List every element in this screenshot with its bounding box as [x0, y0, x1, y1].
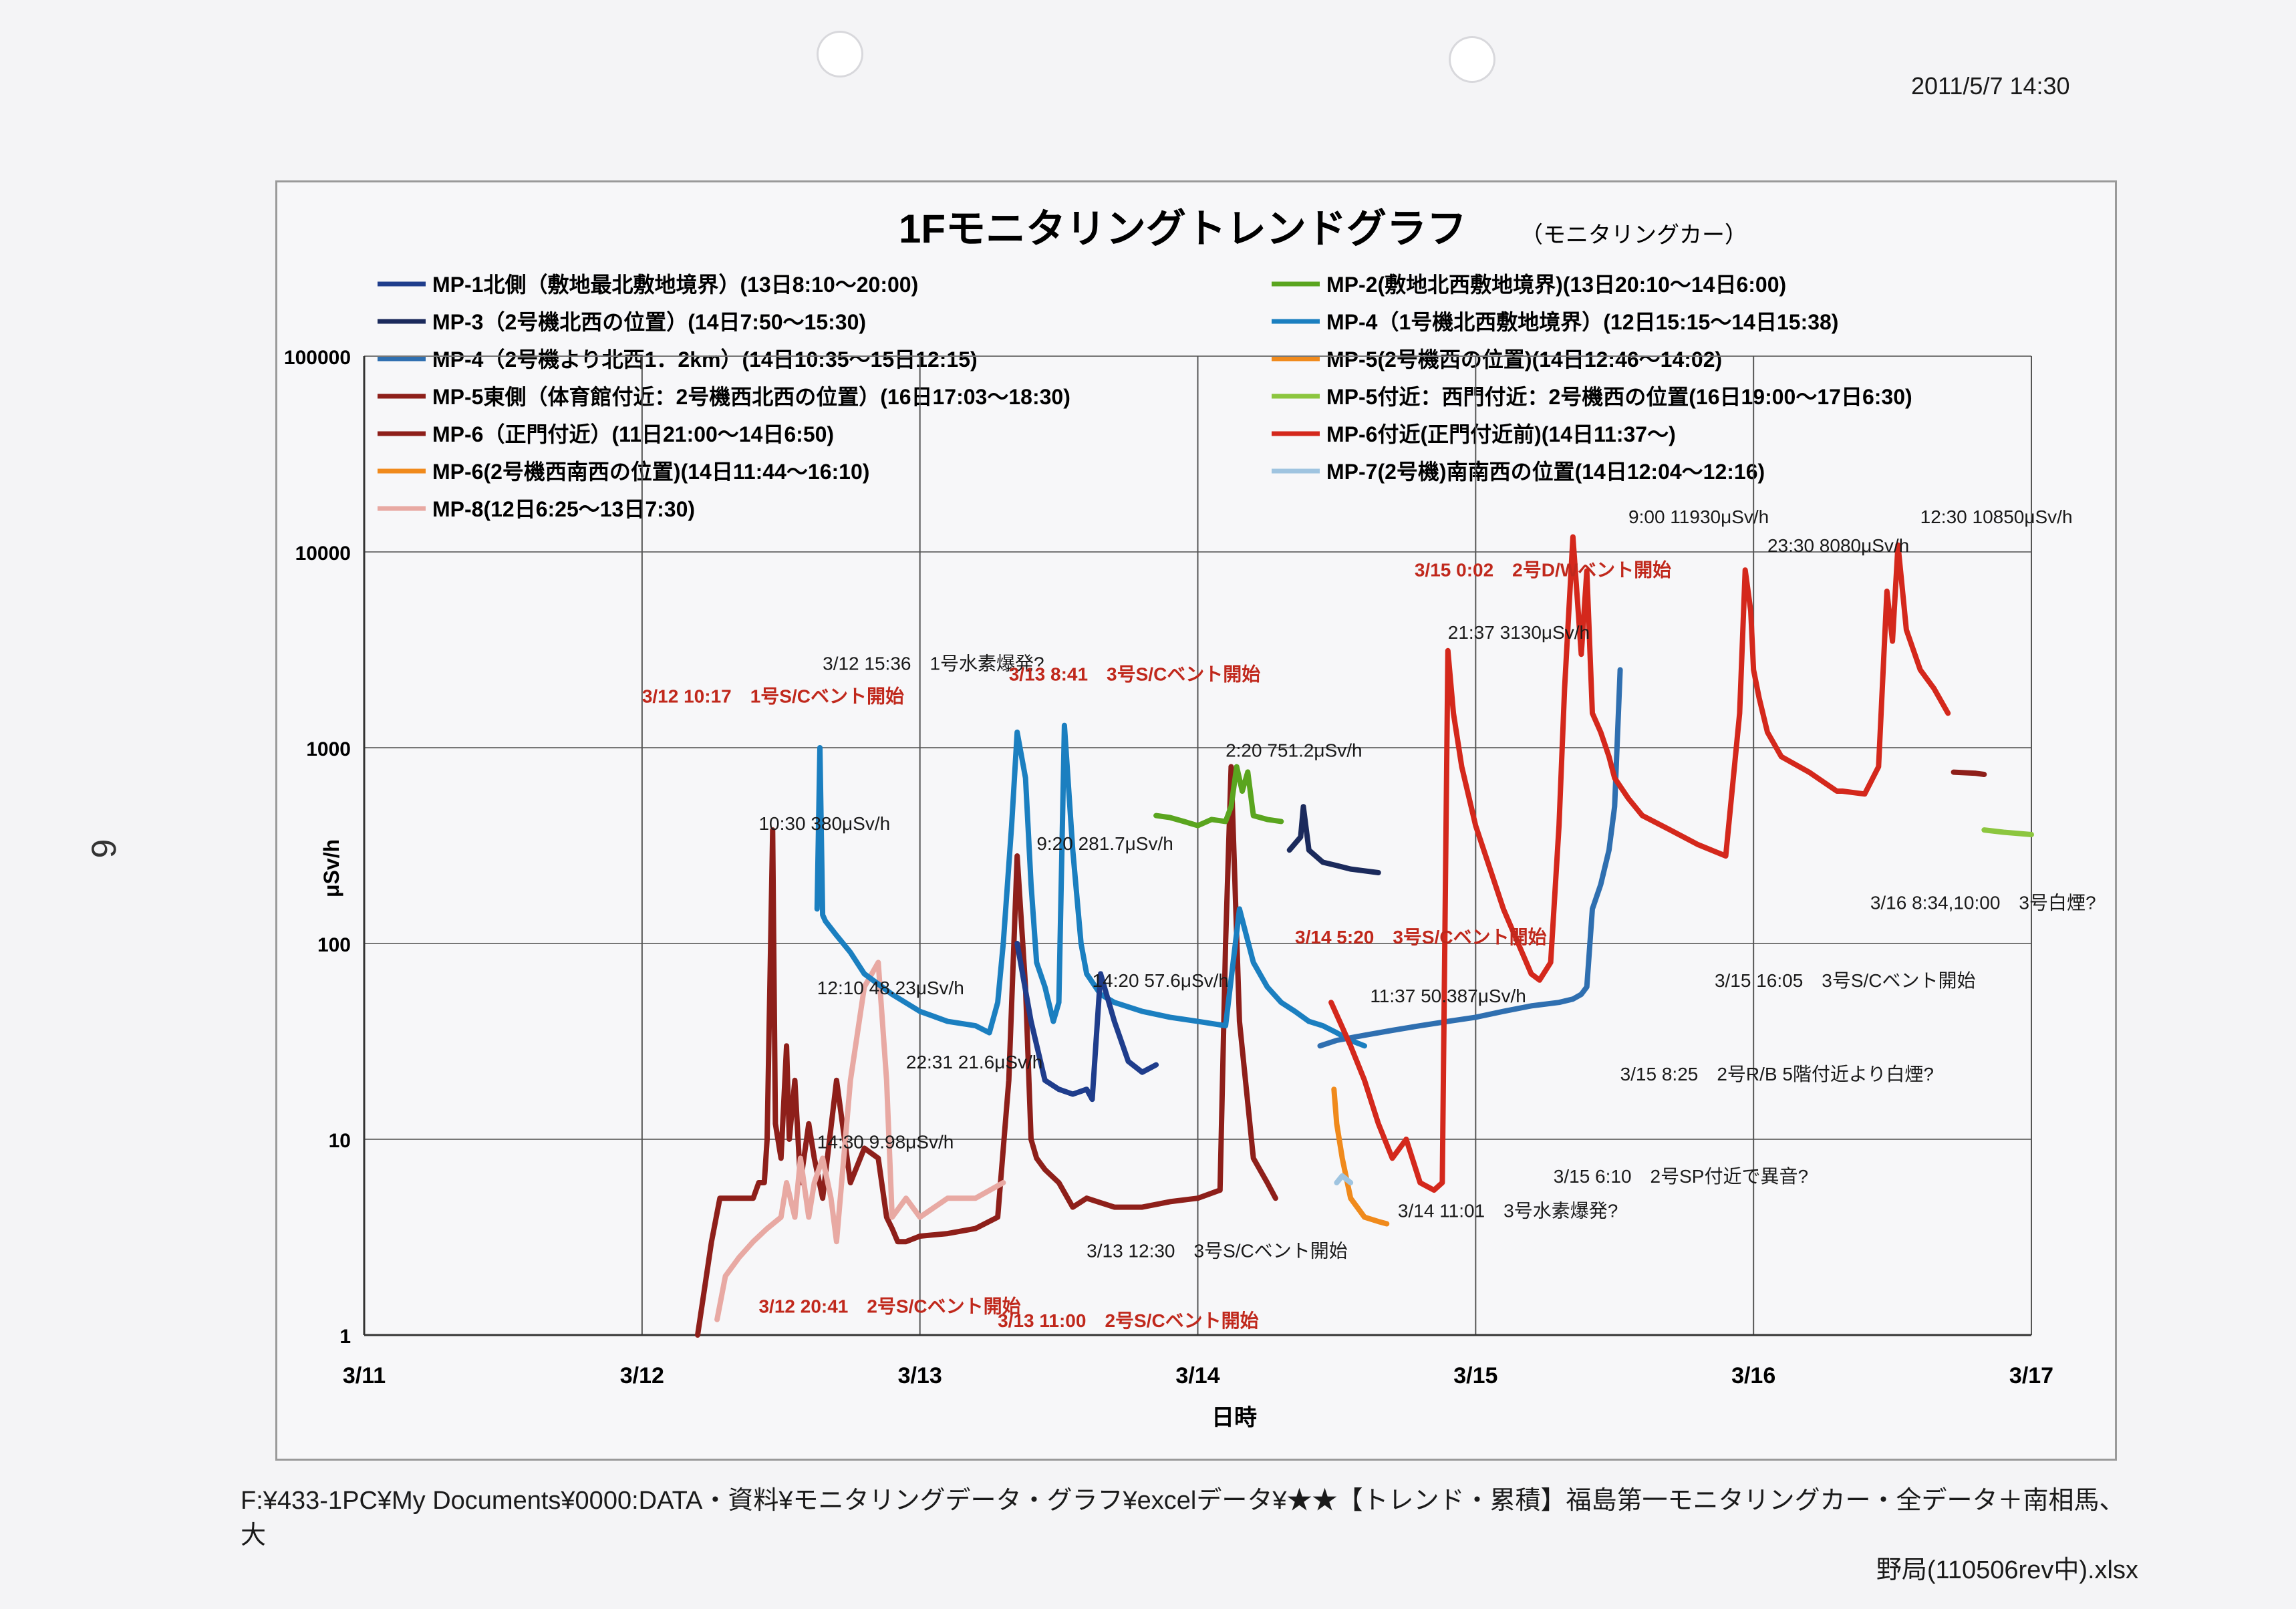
legend-label: MP-8(12日6:25～13日7:30): [432, 497, 695, 521]
legend-label: MP-6(2号機西南西の位置)(14日11:44～16:10): [432, 460, 869, 484]
annotation-label: 21:37 3130μSv/h: [1448, 622, 1590, 643]
series-line: [1331, 1086, 1390, 1227]
series-group: [695, 534, 2034, 1338]
y-tick-label: 1000: [306, 738, 351, 760]
legend-label: MP-5(2号機西の位置)(14日12:46～14:02): [1326, 347, 1722, 372]
x-axis-label: 日時: [1211, 1405, 1257, 1431]
punch-hole-left: [817, 31, 863, 78]
series-line: [1334, 1173, 1354, 1185]
x-tick-label: 3/15: [1453, 1363, 1497, 1388]
file-path-line-2: 野局(110506rev中).xlsx: [1876, 1556, 2138, 1584]
x-tick-label: 3/14: [1175, 1363, 1219, 1388]
print-datetime: 2011/5/7 14:30: [1911, 72, 2070, 100]
annotation-label: 14:30 9.98μSv/h: [817, 1131, 954, 1152]
x-tick-label: 3/12: [620, 1363, 664, 1388]
series-line: [1317, 667, 1623, 1049]
y-axis-label: μSv/h: [319, 839, 343, 897]
file-path-footer: F:¥433-1PC¥My Documents¥0000:DATA・資料¥モニタ…: [241, 1483, 2138, 1588]
annotation-label: 3/12 10:17 1号S/Cベント開始: [642, 686, 904, 706]
y-tick-label: 10000: [295, 543, 351, 565]
series-line: [1286, 804, 1381, 875]
chart-frame: 1Fモニタリングトレンドグラフ （モニタリングカー） MP-1北側（敷地最北敷地…: [275, 180, 2117, 1461]
series-line: [1951, 769, 1987, 777]
legend-label: MP-4（2号機より北西1．2km）(14日10:35～15日12:15): [432, 347, 978, 372]
annotation-label: 3/12 20:41 2号S/Cベント開始: [758, 1296, 1020, 1317]
grid: [363, 355, 2032, 1336]
legend-label: MP-2(敷地北西敷地境界)(13日20:10～14日6:00): [1326, 273, 1786, 297]
legend-label: MP-6（正門付近）(11日21:00～14日6:50): [432, 422, 834, 446]
annotation-label: 3/12 15:36 1号水素爆発?: [823, 653, 1044, 674]
chart-subtitle: （モニタリングカー）: [1520, 223, 1747, 248]
legend: MP-1北側（敷地最北敷地境界）(13日8:10～20:00) MP-2(敷地北西…: [378, 273, 1912, 521]
series-line: [1981, 827, 2034, 837]
chart-svg: 1Fモニタリングトレンドグラフ （モニタリングカー） MP-1北側（敷地最北敷地…: [284, 206, 2096, 1431]
annotation-label: 11:37 50.387μSv/h: [1370, 986, 1526, 1006]
y-tick-label: 100: [317, 934, 351, 956]
y-tick-label: 10: [329, 1130, 351, 1152]
page-number: 6: [84, 839, 123, 859]
annotation-label: 3/15 8:25 2号R/B 5階付近より白煙?: [1620, 1064, 1934, 1084]
legend-label: MP-7(2号機)南南西の位置(14日12:04～12:16): [1326, 460, 1765, 484]
series-line: [1153, 764, 1284, 829]
annotation-label: 9:20 281.7μSv/h: [1036, 833, 1173, 854]
legend-label: MP-4（1号機北西敷地境界）(12日15:15～14日15:38): [1326, 310, 1838, 334]
series-line: [1328, 534, 1951, 1193]
series-line: [714, 960, 1006, 1322]
annotation-label: 3/13 11:00 2号S/Cベント開始: [998, 1310, 1259, 1331]
legend-label: MP-5付近：西門付近：2号機西の位置(16日19:00～17日6:30): [1326, 385, 1912, 409]
annotation-label: 3/14 11:01 3号水素爆発?: [1398, 1201, 1618, 1221]
annotation-label: 10:30 380μSv/h: [758, 813, 890, 834]
series-line: [695, 764, 1278, 1338]
annotation-label: 3/13 8:41 3号S/Cベント開始: [1009, 664, 1261, 685]
x-axis-ticks: 3/11 3/12 3/13 3/14 3/15 3/16 3/17: [343, 1363, 2053, 1388]
x-tick-label: 3/17: [2009, 1363, 2053, 1388]
legend-label: MP-1北側（敷地最北敷地境界）(13日8:10～20:00): [432, 273, 918, 297]
legend-label: MP-5東側（体育館付近：2号機西北西の位置）(16日17:03～18:30): [432, 385, 1070, 409]
annotation-label: 3/15 0:02 2号D/Wベント開始: [1415, 560, 1671, 581]
annotation-label: 12:30 10850μSv/h: [1920, 506, 2073, 527]
annotation-label: 3/13 12:30 3号S/Cベント開始: [1087, 1240, 1348, 1261]
legend-label: MP-3（2号機北西の位置）(14日7:50～15:30): [432, 310, 866, 334]
punch-hole-right: [1449, 36, 1495, 83]
y-tick-label: 1: [339, 1326, 351, 1348]
file-path-line-1: F:¥433-1PC¥My Documents¥0000:DATA・資料¥モニタ…: [241, 1487, 2125, 1550]
series-line: [1014, 941, 1159, 1103]
series-line: [814, 722, 1367, 1049]
x-tick-label: 3/13: [898, 1363, 942, 1388]
annotation-label: 12:10 48.23μSv/h: [817, 978, 964, 998]
x-tick-label: 3/16: [1731, 1363, 1775, 1388]
annotation-label: 23:30 8080μSv/h: [1767, 535, 1909, 556]
annotations: 3/12 10:17 1号S/Cベント開始 10:30 380μSv/h 3/12 …: [642, 506, 2096, 1331]
chart-title: 1Fモニタリングトレンドグラフ: [899, 206, 1467, 251]
annotation-label: 3/15 6:10 2号SP付近で異音?: [1554, 1166, 1808, 1187]
annotation-label: 3/14 5:20 3号S/Cベント開始: [1295, 927, 1547, 947]
annotation-label: 9:00 11930μSv/h: [1628, 506, 1769, 527]
annotation-label: 22:31 21.6μSv/h: [906, 1052, 1043, 1072]
annotation-label: 3/16 8:34,10:00 3号白煙?: [1870, 892, 2096, 913]
legend-label: MP-6付近(正門付近前)(14日11:37～): [1326, 422, 1676, 446]
annotation-label: 2:20 751.2μSv/h: [1226, 740, 1362, 760]
annotation-label: 14:20 57.6μSv/h: [1092, 970, 1229, 991]
y-axis-ticks: 1 10 100 1000 10000 100000: [284, 347, 351, 1348]
annotation-label: 3/15 16:05 3号S/Cベント開始: [1715, 970, 1976, 991]
y-tick-label: 100000: [284, 347, 351, 369]
x-tick-label: 3/11: [343, 1363, 386, 1388]
